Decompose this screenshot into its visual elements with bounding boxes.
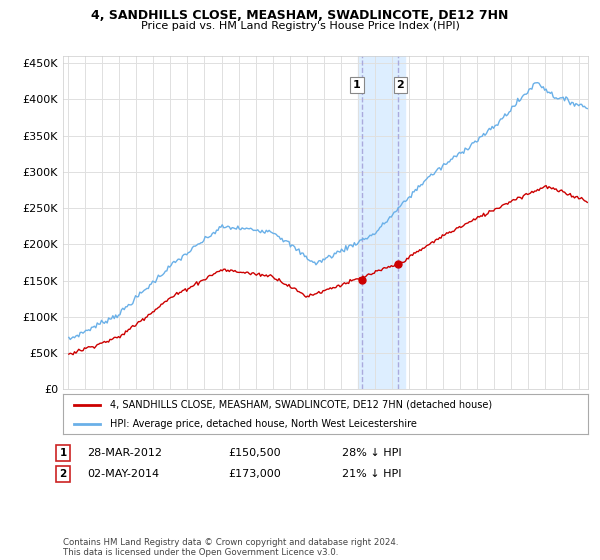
Text: Price paid vs. HM Land Registry's House Price Index (HPI): Price paid vs. HM Land Registry's House … — [140, 21, 460, 31]
Text: 4, SANDHILLS CLOSE, MEASHAM, SWADLINCOTE, DE12 7HN: 4, SANDHILLS CLOSE, MEASHAM, SWADLINCOTE… — [91, 9, 509, 22]
Text: £173,000: £173,000 — [228, 469, 281, 479]
Text: 2: 2 — [397, 80, 404, 90]
Text: 1: 1 — [353, 80, 361, 90]
Text: 1: 1 — [59, 448, 67, 458]
Text: 21% ↓ HPI: 21% ↓ HPI — [342, 469, 401, 479]
Text: 28-MAR-2012: 28-MAR-2012 — [87, 448, 162, 458]
Text: 28% ↓ HPI: 28% ↓ HPI — [342, 448, 401, 458]
Text: HPI: Average price, detached house, North West Leicestershire: HPI: Average price, detached house, Nort… — [110, 418, 417, 428]
Text: 2: 2 — [59, 469, 67, 479]
Text: 4, SANDHILLS CLOSE, MEASHAM, SWADLINCOTE, DE12 7HN (detached house): 4, SANDHILLS CLOSE, MEASHAM, SWADLINCOTE… — [110, 400, 493, 410]
Text: Contains HM Land Registry data © Crown copyright and database right 2024.
This d: Contains HM Land Registry data © Crown c… — [63, 538, 398, 557]
Text: 02-MAY-2014: 02-MAY-2014 — [87, 469, 159, 479]
Text: £150,500: £150,500 — [228, 448, 281, 458]
Bar — [358, 56, 405, 389]
